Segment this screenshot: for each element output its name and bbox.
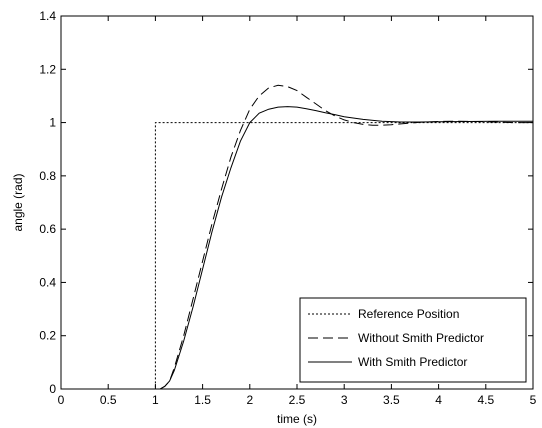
series-line-0: [61, 122, 533, 390]
legend-label-1: Without Smith Predictor: [358, 331, 484, 345]
y-tick-label: 1: [49, 116, 56, 130]
x-tick-label: 0.5: [100, 393, 117, 407]
legend-label-0: Reference Position: [358, 307, 459, 321]
series-line-2: [159, 106, 533, 390]
x-tick-label: 1: [152, 393, 159, 407]
x-tick-label: 0: [58, 393, 65, 407]
x-tick-label: 4.5: [477, 393, 494, 407]
y-tick-label: 0: [49, 382, 56, 396]
y-tick-label: 0.6: [39, 222, 56, 236]
x-tick-label: 4: [435, 393, 442, 407]
y-tick-label: 1.4: [39, 9, 56, 23]
x-tick-label: 2: [246, 393, 253, 407]
y-tick-label: 0.4: [39, 275, 56, 289]
x-tick-label: 2.5: [289, 393, 306, 407]
x-tick-label: 3: [341, 393, 348, 407]
y-tick-label: 0.8: [39, 169, 56, 183]
x-axis-label: time (s): [277, 412, 317, 426]
x-tick-label: 5: [530, 393, 537, 407]
x-tick-label: 1.5: [194, 393, 211, 407]
y-tick-label: 0.2: [39, 329, 56, 343]
x-tick-label: 3.5: [383, 393, 400, 407]
legend: [299, 297, 527, 383]
legend-label-2: With Smith Predictor: [358, 355, 467, 369]
y-axis-label: angle (rad): [11, 173, 25, 231]
y-tick-label: 1.2: [39, 62, 56, 76]
